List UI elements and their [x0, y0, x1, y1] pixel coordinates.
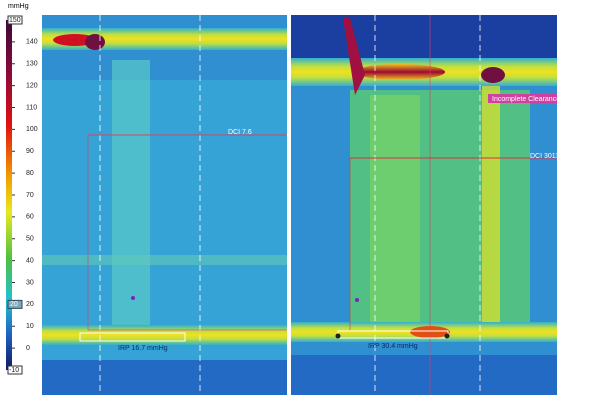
- tick-label: 80: [26, 170, 34, 177]
- tick-label: 140: [26, 39, 38, 46]
- tick-label: 130: [26, 61, 38, 68]
- tick-label: 120: [26, 82, 38, 89]
- dci-label: DCI 7.6: [228, 129, 252, 136]
- tick-label: 70: [26, 192, 34, 199]
- colorbar: [6, 20, 12, 370]
- irp-label: IRP 16.7 mmHg: [118, 345, 168, 352]
- tick-label: 10: [26, 323, 34, 330]
- tick-label: -10: [9, 367, 19, 374]
- unit: mmHg: [8, 3, 29, 10]
- irp-label: IRP 30.4 mmHg: [368, 343, 418, 350]
- tick-label: 50: [26, 236, 34, 243]
- tick-label: 40: [26, 257, 34, 264]
- tick-label: 60: [26, 214, 34, 221]
- marker-label: 20: [10, 301, 18, 308]
- tick-label: 110: [26, 104, 37, 111]
- flag-box: [488, 94, 557, 103]
- tick-label: 150: [9, 17, 21, 24]
- marker-box: [7, 299, 23, 309]
- tick-label: 0: [26, 345, 30, 352]
- right-panel: DCI 3011.8 Incomplete Clearance IRP 30.4…: [291, 15, 565, 395]
- tick-label: 90: [26, 148, 34, 155]
- tick-box: [7, 15, 23, 25]
- tick-label: 100: [26, 126, 38, 133]
- left-panel: DCI 7.6 IRP 16.7 mmHg: [42, 15, 287, 395]
- tick-label: 30: [26, 279, 34, 286]
- flag-label: Incomplete Clearance: [492, 96, 560, 103]
- tick-box: [7, 365, 23, 375]
- dci-label: DCI 3011.8: [530, 153, 565, 160]
- tick-label: 20: [26, 301, 34, 308]
